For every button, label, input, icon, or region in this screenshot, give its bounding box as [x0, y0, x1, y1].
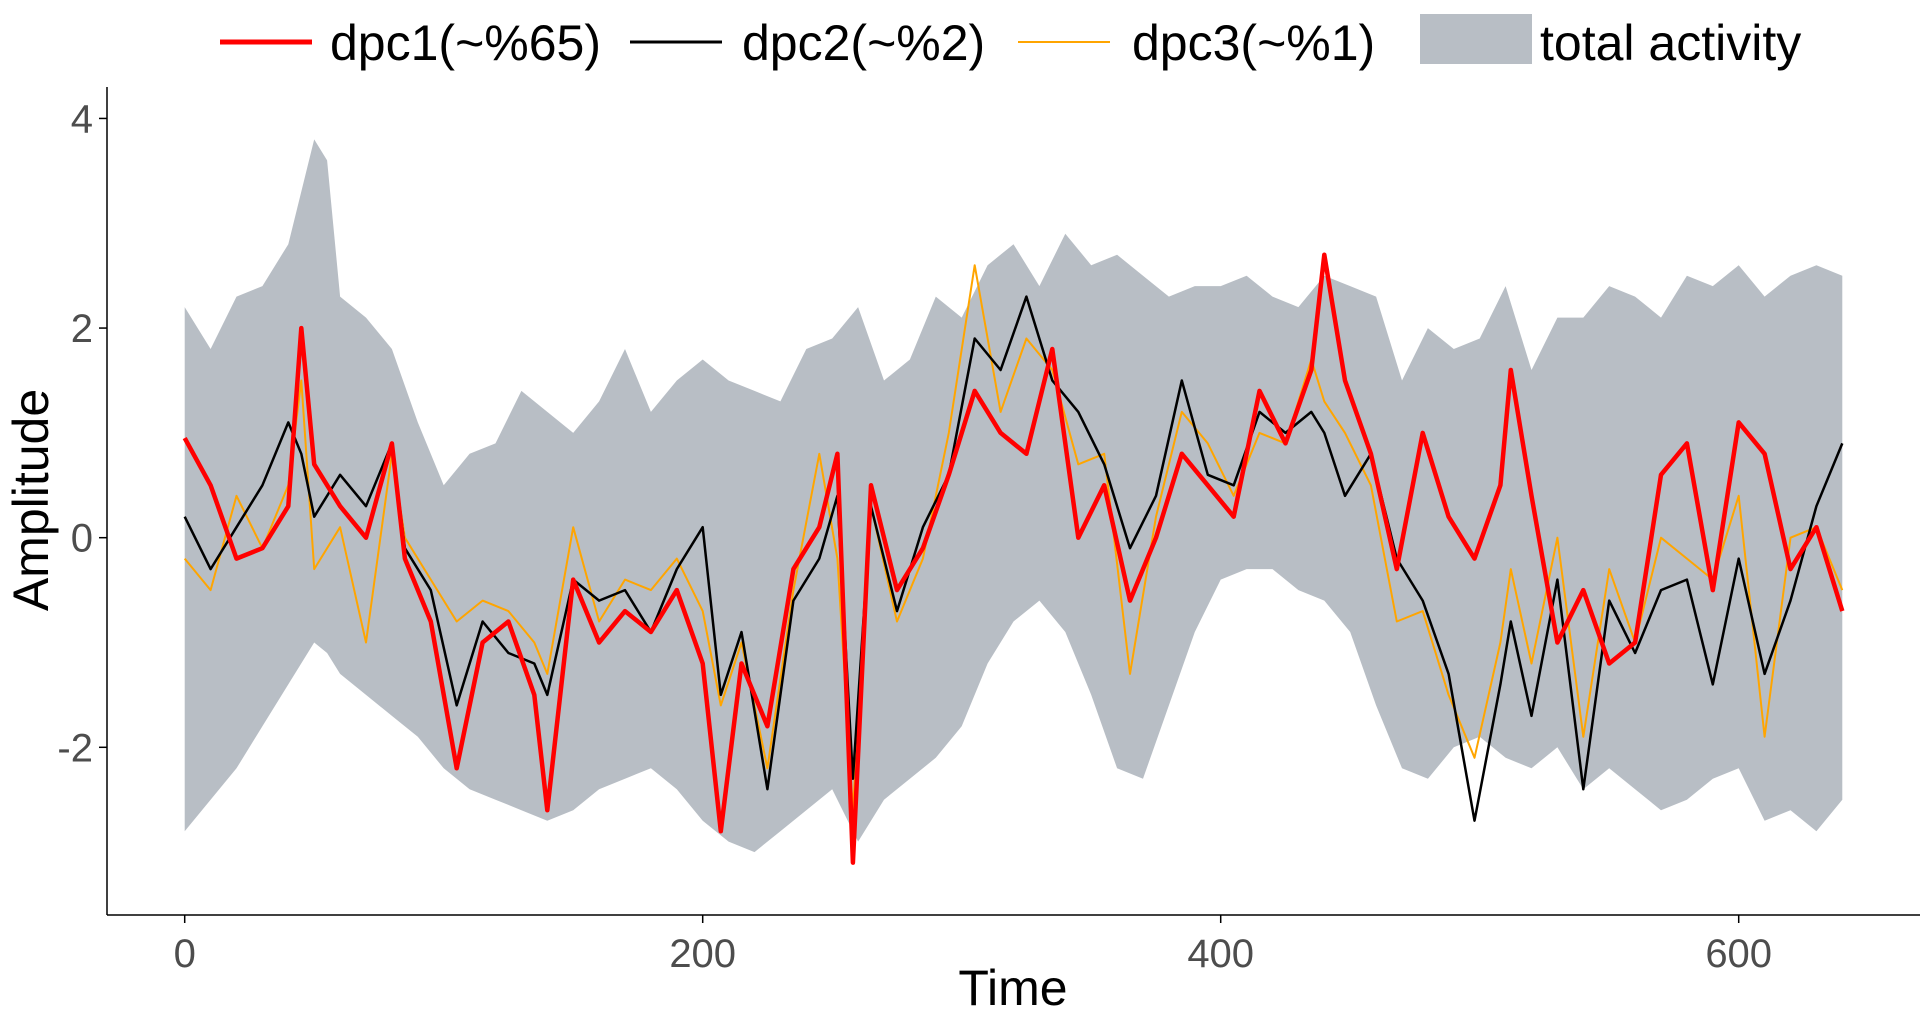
axes: -2 0 2 4 0 200 400 600 Time Amplitude [3, 87, 1920, 1016]
x-tick-label: 200 [669, 932, 736, 976]
legend-label-dpc3: dpc3(~%1) [1132, 15, 1375, 71]
y-axis-title: Amplitude [3, 389, 59, 611]
x-axis-title: Time [958, 960, 1067, 1016]
y-tick-label: 2 [71, 307, 93, 351]
series-line-dpc2 [183, 295, 1844, 822]
x-tick-label: 400 [1187, 932, 1254, 976]
total-activity-band [184, 139, 1843, 853]
legend-label-dpc1: dpc1(~%65) [330, 15, 601, 71]
legend-swatch-total-activity [1420, 14, 1532, 64]
legend-label-total-activity: total activity [1540, 15, 1801, 71]
series-line-dpc3 [183, 264, 1844, 812]
y-ticks: -2 0 2 4 [57, 97, 107, 770]
x-tick-label: 600 [1705, 932, 1772, 976]
x-ticks: 0 200 400 600 [174, 915, 1772, 976]
legend: dpc1(~%65) dpc2(~%2) dpc3(~%1) total act… [220, 14, 1801, 71]
y-tick-label: 4 [71, 97, 93, 141]
legend-label-dpc2: dpc2(~%2) [742, 15, 985, 71]
y-tick-label: 0 [71, 517, 93, 561]
series-line-dpc1 [182, 252, 1845, 865]
y-tick-label: -2 [57, 726, 93, 770]
x-tick-label: 0 [174, 932, 196, 976]
plot-area [182, 139, 1845, 865]
